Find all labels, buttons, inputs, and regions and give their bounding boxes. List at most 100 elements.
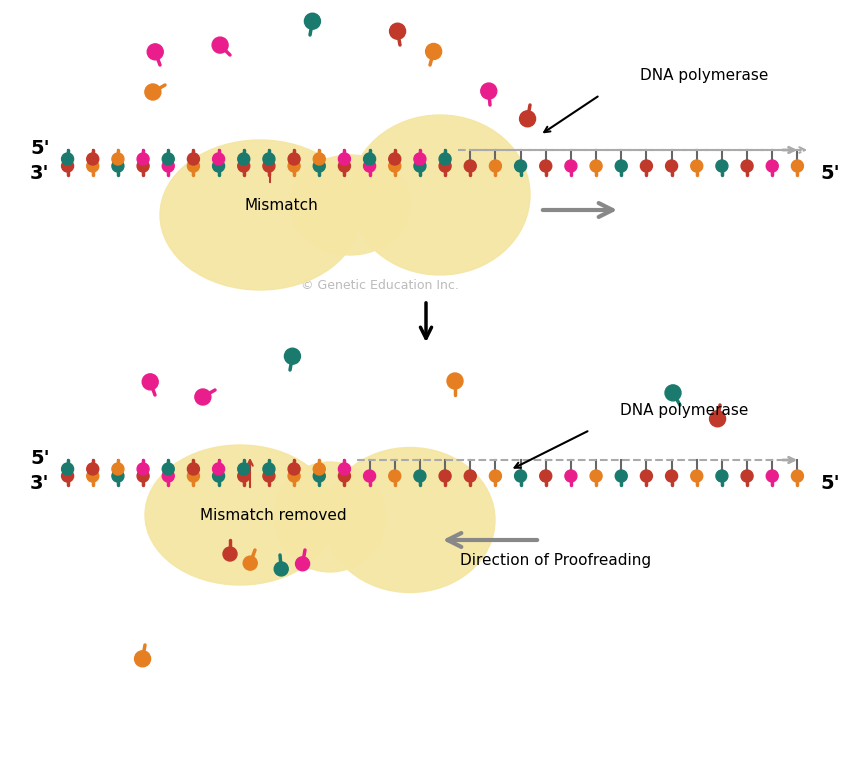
Circle shape [426, 44, 441, 60]
Circle shape [213, 463, 225, 475]
Circle shape [439, 470, 451, 482]
Circle shape [389, 470, 400, 482]
Circle shape [263, 153, 275, 165]
Circle shape [364, 160, 376, 172]
Text: DNA polymerase: DNA polymerase [640, 68, 769, 83]
Circle shape [195, 389, 211, 405]
Circle shape [263, 160, 275, 172]
Circle shape [213, 160, 225, 172]
Circle shape [792, 160, 803, 172]
Circle shape [716, 160, 728, 172]
Circle shape [238, 470, 250, 482]
Text: DNA polymerase: DNA polymerase [620, 403, 748, 418]
Circle shape [288, 463, 300, 475]
Circle shape [213, 153, 225, 165]
Circle shape [137, 463, 149, 475]
Circle shape [243, 556, 257, 570]
Circle shape [213, 470, 225, 482]
Circle shape [112, 153, 124, 165]
Ellipse shape [350, 115, 530, 275]
Circle shape [389, 160, 400, 172]
Circle shape [238, 463, 250, 475]
Circle shape [314, 470, 325, 482]
Text: 5': 5' [820, 474, 839, 493]
Text: Direction of Proofreading: Direction of Proofreading [460, 553, 651, 568]
Circle shape [741, 470, 753, 482]
Ellipse shape [275, 462, 385, 572]
Circle shape [515, 160, 527, 172]
Circle shape [338, 153, 350, 165]
Circle shape [389, 23, 406, 39]
Circle shape [338, 470, 350, 482]
Circle shape [162, 470, 175, 482]
Circle shape [61, 463, 73, 475]
Circle shape [447, 373, 463, 389]
Text: 5': 5' [30, 448, 49, 467]
Circle shape [565, 160, 577, 172]
Circle shape [691, 470, 703, 482]
Circle shape [615, 470, 627, 482]
Ellipse shape [325, 448, 495, 593]
Circle shape [212, 37, 228, 53]
Circle shape [641, 160, 653, 172]
Circle shape [565, 470, 577, 482]
Circle shape [615, 160, 627, 172]
Circle shape [464, 470, 476, 482]
Ellipse shape [290, 155, 410, 255]
Circle shape [87, 463, 99, 475]
Circle shape [145, 84, 161, 100]
Circle shape [489, 160, 502, 172]
Circle shape [112, 160, 124, 172]
Circle shape [112, 470, 124, 482]
Circle shape [741, 160, 753, 172]
Circle shape [414, 160, 426, 172]
Circle shape [187, 470, 199, 482]
Text: 5': 5' [30, 138, 49, 158]
Circle shape [135, 651, 151, 667]
Circle shape [481, 83, 497, 99]
Circle shape [187, 153, 199, 165]
Circle shape [590, 160, 602, 172]
Circle shape [716, 470, 728, 482]
Circle shape [162, 160, 175, 172]
Text: Mismatch: Mismatch [245, 198, 319, 213]
Circle shape [439, 160, 451, 172]
Text: Mismatch removed: Mismatch removed [200, 508, 347, 523]
Circle shape [238, 160, 250, 172]
Circle shape [87, 153, 99, 165]
Circle shape [665, 385, 681, 401]
Text: 3': 3' [30, 474, 49, 493]
Circle shape [414, 153, 426, 165]
Circle shape [710, 411, 726, 427]
Circle shape [223, 547, 237, 561]
Circle shape [162, 463, 175, 475]
Text: 3': 3' [30, 164, 49, 183]
Circle shape [414, 470, 426, 482]
Circle shape [238, 153, 250, 165]
Ellipse shape [145, 445, 335, 585]
Circle shape [147, 44, 164, 60]
Circle shape [464, 160, 476, 172]
Circle shape [314, 153, 325, 165]
Circle shape [389, 153, 400, 165]
Text: © Genetic Education Inc.: © Genetic Education Inc. [301, 278, 459, 291]
Circle shape [515, 470, 527, 482]
Circle shape [288, 160, 300, 172]
Circle shape [61, 470, 73, 482]
Circle shape [263, 463, 275, 475]
Circle shape [540, 470, 552, 482]
Circle shape [665, 160, 677, 172]
Circle shape [590, 470, 602, 482]
Circle shape [296, 557, 309, 571]
Circle shape [766, 160, 778, 172]
Circle shape [285, 348, 301, 364]
Circle shape [87, 470, 99, 482]
Circle shape [641, 470, 653, 482]
Circle shape [263, 470, 275, 482]
Circle shape [364, 153, 376, 165]
Circle shape [766, 470, 778, 482]
Circle shape [187, 463, 199, 475]
Circle shape [162, 153, 175, 165]
Circle shape [665, 470, 677, 482]
Circle shape [314, 160, 325, 172]
